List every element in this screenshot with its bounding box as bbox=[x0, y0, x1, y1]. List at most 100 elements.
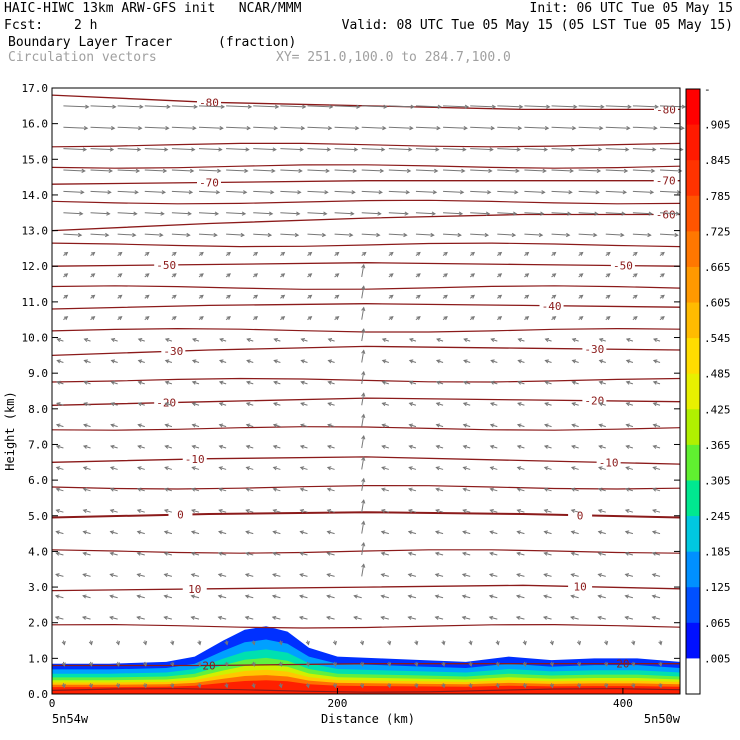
circulation-vector-head bbox=[381, 423, 386, 428]
circulation-vector bbox=[56, 488, 64, 492]
contour-label-bg bbox=[161, 345, 186, 357]
circulation-vector-head bbox=[325, 168, 330, 173]
circulation-vector-head bbox=[416, 294, 421, 299]
circulation-vector-head bbox=[652, 359, 658, 364]
colorbar-swatch bbox=[686, 658, 700, 695]
circulation-vector-head bbox=[435, 487, 440, 492]
circulation-vector-head bbox=[549, 641, 554, 646]
circulation-vector bbox=[138, 360, 145, 363]
circulation-vector bbox=[84, 381, 91, 385]
circulation-vector-head bbox=[307, 294, 313, 299]
circulation-vector bbox=[572, 338, 579, 342]
circulation-vector bbox=[192, 360, 200, 363]
circulation-vector bbox=[632, 105, 658, 108]
circulation-vector-head bbox=[110, 337, 116, 342]
circulation-vector-head bbox=[108, 168, 113, 173]
circulation-vector bbox=[652, 573, 661, 577]
circulation-vector-head bbox=[491, 104, 497, 109]
circulation-vector-head bbox=[408, 466, 413, 471]
circulation-vector-head bbox=[573, 104, 578, 109]
circulation-vector bbox=[382, 338, 389, 342]
circulation-vector bbox=[280, 148, 303, 151]
circulation-vector bbox=[361, 329, 365, 342]
temperature-contour--40 bbox=[51, 303, 681, 310]
contour-label-bg bbox=[154, 396, 179, 408]
circulation-vector-head bbox=[462, 530, 467, 535]
circulation-vector bbox=[273, 552, 281, 556]
y-tick-label: 13.0 bbox=[22, 225, 49, 238]
circulation-vector-head bbox=[434, 573, 440, 578]
circulation-vector-head bbox=[244, 594, 250, 599]
circulation-vector-head bbox=[172, 251, 177, 256]
circulation-vector bbox=[301, 381, 308, 385]
circulation-vector-head bbox=[298, 615, 304, 620]
circulation-vector-head bbox=[435, 402, 441, 407]
circulation-vector-head bbox=[546, 104, 551, 109]
circulation-vector-head bbox=[389, 273, 394, 278]
circulation-vector bbox=[90, 126, 115, 129]
circulation-vector bbox=[272, 616, 281, 620]
circulation-vector bbox=[246, 381, 254, 385]
circulation-vector-head bbox=[361, 499, 366, 504]
circulation-vector-head bbox=[470, 294, 476, 299]
circulation-vector bbox=[599, 338, 606, 342]
circulation-vector bbox=[578, 190, 599, 193]
circulation-vector bbox=[144, 148, 168, 151]
colorbar-swatch bbox=[686, 338, 700, 375]
circulation-vector-head bbox=[137, 402, 142, 407]
circulation-vector-head bbox=[361, 435, 366, 440]
circulation-vector-head bbox=[326, 487, 332, 492]
circulation-vector-head bbox=[240, 232, 245, 238]
circulation-vector bbox=[280, 126, 305, 129]
circulation-vector bbox=[516, 573, 525, 577]
circulation-vector-head bbox=[488, 168, 493, 173]
circulation-vector-head bbox=[543, 594, 548, 599]
circulation-vector bbox=[273, 488, 281, 492]
circulation-vector-head bbox=[164, 466, 169, 471]
circulation-vector-head bbox=[495, 662, 500, 667]
circulation-vector bbox=[490, 445, 498, 449]
circulation-vector bbox=[599, 402, 606, 406]
contour-label-bg bbox=[154, 258, 179, 270]
circulation-vector-head bbox=[484, 232, 490, 238]
circulation-vector-head bbox=[443, 316, 448, 321]
circulation-vector bbox=[361, 414, 365, 427]
circulation-vector-head bbox=[408, 402, 414, 407]
circulation-vector-head bbox=[61, 662, 66, 667]
circulation-vector bbox=[219, 424, 227, 428]
circulation-vector-head bbox=[490, 337, 495, 342]
circulation-vector-head bbox=[324, 190, 329, 195]
circulation-vector-head bbox=[199, 251, 204, 256]
circulation-vector-head bbox=[598, 423, 603, 428]
y-tick-label: 1.0 bbox=[28, 652, 48, 665]
circulation-vector bbox=[516, 595, 525, 599]
circulation-vector bbox=[84, 360, 91, 363]
circulation-vector-head bbox=[625, 402, 631, 407]
contour-label-bg bbox=[168, 508, 193, 520]
circulation-vector bbox=[598, 552, 606, 556]
circulation-vector-head bbox=[598, 359, 604, 364]
circulation-vector-head bbox=[604, 683, 609, 689]
circulation-vector-head bbox=[244, 573, 250, 578]
circulation-vector-head bbox=[489, 508, 494, 514]
circulation-vector bbox=[63, 126, 88, 129]
circulation-vector-head bbox=[624, 530, 630, 535]
circulation-vector-head bbox=[627, 104, 632, 109]
circulation-vector bbox=[56, 466, 64, 470]
y-tick-label: 10.0 bbox=[22, 332, 49, 345]
circulation-vector-head bbox=[272, 444, 278, 449]
circulation-vector bbox=[218, 595, 227, 599]
circulation-vector-head bbox=[470, 316, 476, 321]
circulation-vector bbox=[524, 233, 543, 236]
circulation-vector-head bbox=[245, 423, 251, 428]
contour-label: -20 bbox=[584, 395, 604, 408]
circulation-vector bbox=[354, 616, 362, 620]
circulation-vector bbox=[144, 190, 165, 193]
circulation-vector-head bbox=[381, 444, 386, 449]
y-tick-label: 14.0 bbox=[22, 189, 49, 202]
circulation-vector-head bbox=[56, 402, 61, 407]
circulation-vector bbox=[518, 338, 525, 342]
circulation-vector-head bbox=[651, 573, 657, 578]
circulation-vector bbox=[652, 509, 661, 513]
circulation-vector bbox=[191, 573, 200, 577]
